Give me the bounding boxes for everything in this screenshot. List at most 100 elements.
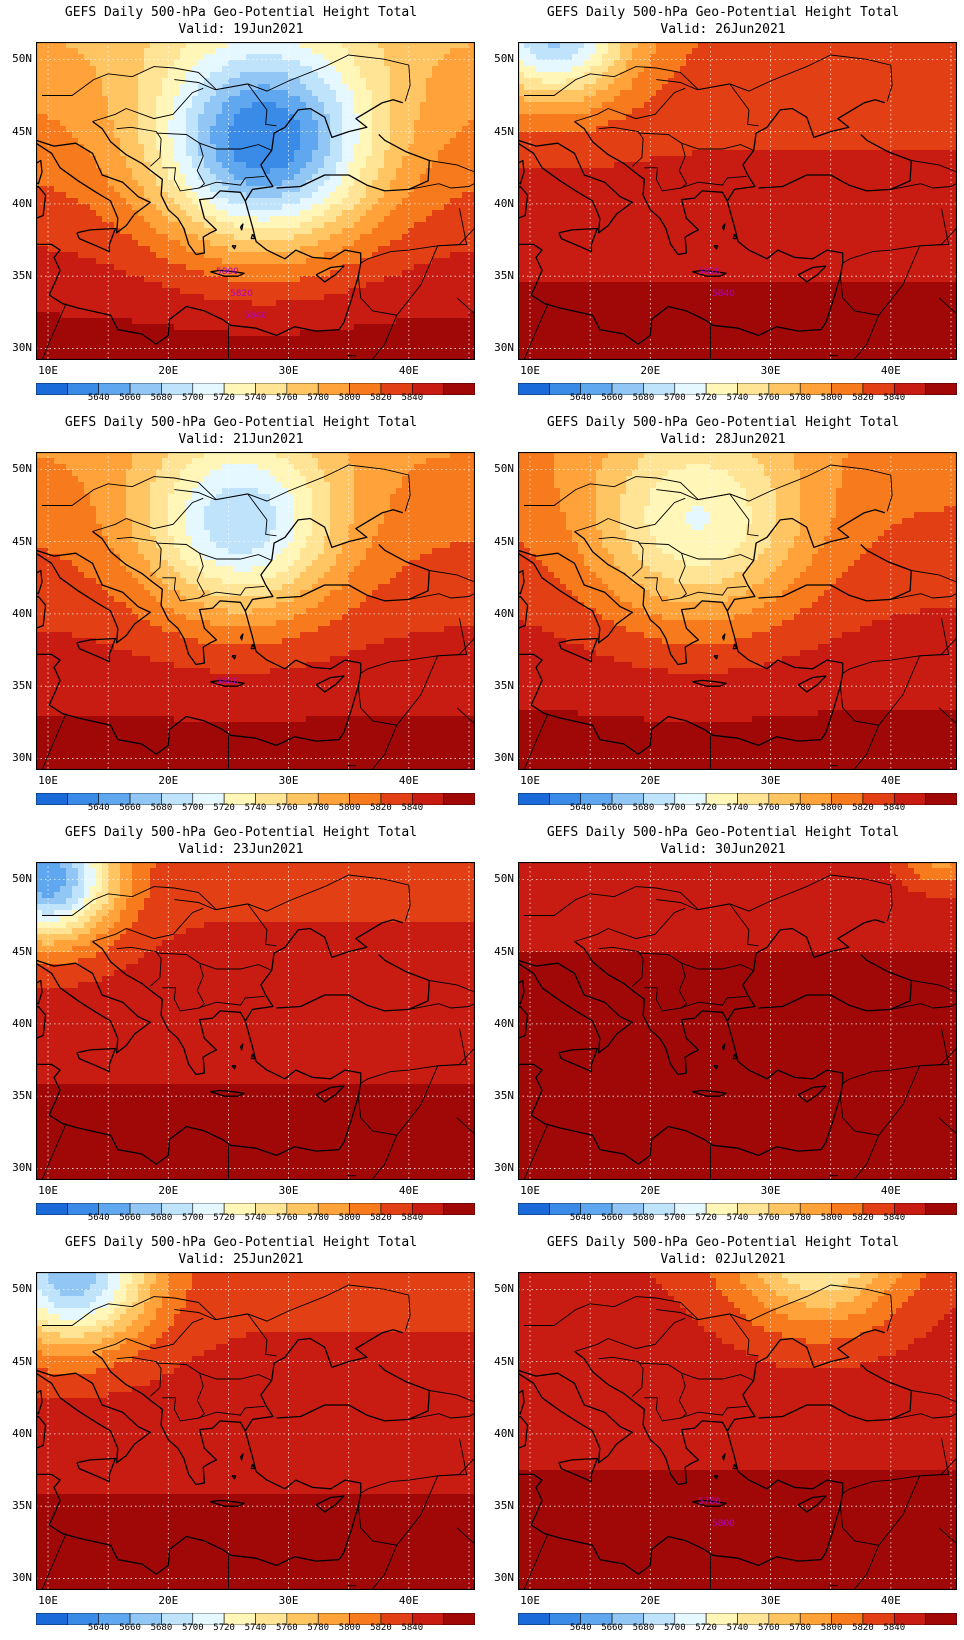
- lat-label: 40N: [482, 1427, 514, 1440]
- map-panel: GEFS Daily 500-hPa Geo-Potential Height …: [0, 1230, 524, 1640]
- colorbar-swatch: [443, 382, 476, 396]
- lon-label: 30E: [751, 1594, 791, 1607]
- colorbar-label: 5660: [597, 1623, 627, 1633]
- map-frame: [35, 451, 476, 771]
- contour-label: 5820: [230, 289, 253, 299]
- colorbar-label: 5660: [115, 1213, 145, 1223]
- gridlines: [518, 862, 957, 1180]
- colorbar-swatch: [925, 792, 958, 806]
- colorbar-label: 5720: [209, 393, 239, 403]
- lat-label: 40N: [482, 1017, 514, 1030]
- colorbar-label: 5640: [84, 1623, 114, 1633]
- colorbar-swatch: [35, 792, 68, 806]
- colorbar-label: 5800: [817, 803, 847, 813]
- panel-title: GEFS Daily 500-hPa Geo-Potential Height …: [482, 4, 964, 21]
- colorbar-label: 5660: [597, 1213, 627, 1223]
- map-panel: GEFS Daily 500-hPa Geo-Potential Height …: [482, 1230, 964, 1640]
- colorbar: [517, 1200, 958, 1216]
- lat-label: 35N: [482, 1499, 514, 1512]
- lon-label: 20E: [148, 364, 188, 377]
- colorbar-label: 5800: [817, 1623, 847, 1633]
- map-frame: [35, 1271, 476, 1591]
- map-panel: GEFS Daily 500-hPa Geo-Potential Height …: [0, 0, 524, 410]
- colorbar-label: 5780: [303, 1213, 333, 1223]
- height-map: [499, 861, 964, 1181]
- panel-title: GEFS Daily 500-hPa Geo-Potential Height …: [0, 414, 482, 431]
- height-field: [36, 1272, 481, 1591]
- lat-label: 30N: [482, 1571, 514, 1584]
- colorbar-label: 5720: [209, 1623, 239, 1633]
- lon-label: 40E: [389, 1184, 429, 1197]
- contour-label: 5800: [216, 267, 239, 277]
- colorbar-label: 5700: [660, 803, 690, 813]
- lon-label: 20E: [148, 1184, 188, 1197]
- colorbar-label: 5660: [115, 393, 145, 403]
- gridlines: [36, 42, 475, 360]
- colorbar-label: 5760: [754, 803, 784, 813]
- height-map: [499, 451, 964, 771]
- panel-valid-date: Valid: 23Jun2021: [0, 841, 482, 858]
- lat-label: 50N: [0, 462, 32, 475]
- colorbar-label: 5640: [566, 1623, 596, 1633]
- map-panel: GEFS Daily 500-hPa Geo-Potential Height …: [0, 410, 524, 820]
- colorbar-label: 5640: [566, 393, 596, 403]
- coastlines: [499, 99, 912, 345]
- lon-label: 30E: [269, 364, 309, 377]
- colorbar: [35, 1610, 476, 1626]
- colorbar: [35, 380, 476, 396]
- lon-label: 30E: [751, 1184, 791, 1197]
- height-map: 5800 5820 5840: [17, 41, 524, 361]
- lon-label: 40E: [871, 1594, 911, 1607]
- colorbar-label: 5640: [84, 1213, 114, 1223]
- colorbar-label: 5720: [209, 1213, 239, 1223]
- colorbar-swatch: [925, 1612, 958, 1626]
- colorbar-label: 5840: [879, 1623, 909, 1633]
- gridlines: [518, 452, 957, 770]
- height-map: [17, 1271, 524, 1591]
- panel-title: GEFS Daily 500-hPa Geo-Potential Height …: [0, 4, 482, 21]
- colorbar-label: 5820: [848, 803, 878, 813]
- height-map: [17, 861, 524, 1181]
- lat-label: 50N: [482, 1282, 514, 1295]
- colorbar-swatch: [517, 792, 550, 806]
- gridlines: [518, 1272, 957, 1590]
- colorbar-label: 5740: [241, 393, 271, 403]
- colorbar-label: 5820: [366, 393, 396, 403]
- colorbar-label: 5740: [723, 1623, 753, 1633]
- colorbar: [517, 380, 958, 396]
- gridlines: [36, 1272, 475, 1590]
- colorbar-swatch: [443, 1202, 476, 1216]
- panel-valid-date: Valid: 19Jun2021: [0, 21, 482, 38]
- colorbar-label: 5760: [754, 393, 784, 403]
- colorbar-label: 5800: [335, 1213, 365, 1223]
- contour-label: 5820: [698, 267, 721, 277]
- colorbar-label: 5740: [723, 803, 753, 813]
- colorbar-label: 5840: [879, 393, 909, 403]
- panel-title: GEFS Daily 500-hPa Geo-Potential Height …: [482, 824, 964, 841]
- height-field: [518, 42, 963, 361]
- colorbar-label: 5700: [178, 803, 208, 813]
- lat-label: 40N: [482, 607, 514, 620]
- panel-valid-date: Valid: 28Jun2021: [482, 431, 964, 448]
- colorbar-label: 5740: [723, 393, 753, 403]
- lon-label: 40E: [389, 364, 429, 377]
- colorbar-label: 5680: [146, 803, 176, 813]
- colorbar-label: 5680: [628, 393, 658, 403]
- colorbar-label: 5820: [366, 1623, 396, 1633]
- colorbar-label: 5800: [335, 393, 365, 403]
- colorbar-label: 5700: [660, 393, 690, 403]
- colorbar-label: 5820: [848, 1623, 878, 1633]
- lon-label: 20E: [148, 1594, 188, 1607]
- colorbar-label: 5660: [115, 1623, 145, 1633]
- colorbar-swatch: [517, 1612, 550, 1626]
- coastlines: [17, 1329, 524, 1575]
- lat-label: 30N: [0, 1161, 32, 1174]
- colorbar-label: 5720: [691, 393, 721, 403]
- colorbar-label: 5840: [879, 1213, 909, 1223]
- lat-label: 50N: [482, 462, 514, 475]
- lon-label: 40E: [389, 774, 429, 787]
- colorbar-label: 5700: [178, 1213, 208, 1223]
- colorbar-swatch: [925, 382, 958, 396]
- colorbar-label: 5800: [817, 1213, 847, 1223]
- colorbar-swatch: [517, 382, 550, 396]
